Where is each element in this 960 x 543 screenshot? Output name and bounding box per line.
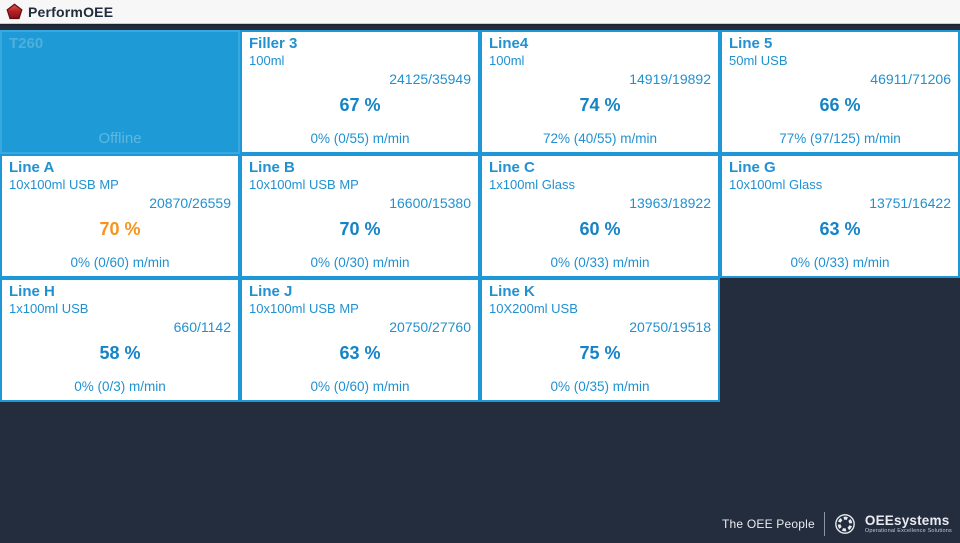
tile-name: Filler 3 (249, 35, 298, 52)
app-header: PerformOEE (0, 0, 960, 24)
tile[interactable]: Filler 3 100ml 24125/35949 67 % 0% (0/55… (240, 30, 480, 154)
tile-counts: 660/1142 (173, 319, 231, 335)
tile-name: Line C (489, 159, 535, 176)
tile-product: 10x100ml USB MP (249, 301, 359, 316)
tile-counts: 24125/35949 (389, 71, 471, 87)
dashboard-grid: T260 Offline Filler 3 100ml 24125/35949 … (0, 30, 960, 402)
tile-product: 1x100ml Glass (489, 177, 575, 192)
tile-speed: 0% (0/3) m/min (74, 379, 166, 394)
tile-oee-percent: 74 % (579, 95, 621, 115)
tile-product: 1x100ml USB (9, 301, 89, 316)
tile-oee-percent: 60 % (579, 219, 621, 239)
tile-name: Line4 (489, 35, 529, 52)
tile-counts: 14919/19892 (629, 71, 711, 87)
tile[interactable]: Line J 10x100ml USB MP 20750/27760 63 % … (240, 278, 480, 402)
tile-product: 100ml (249, 53, 285, 68)
tile-oee-percent: 58 % (99, 343, 141, 363)
tile-oee-percent: 63 % (819, 219, 861, 239)
tile-speed: 0% (0/55) m/min (310, 131, 410, 146)
tile-speed: 0% (0/60) m/min (310, 379, 410, 394)
tile-oee-percent: 70 % (339, 219, 381, 239)
tile[interactable]: Line C 1x100ml Glass 13963/18922 60 % 0%… (480, 154, 720, 278)
tile[interactable]: Line4 100ml 14919/19892 74 % 72% (40/55)… (480, 30, 720, 154)
oeesystems-tagline: Operational Excellence Solutions (864, 528, 952, 534)
oeesystems-gear-icon (834, 513, 856, 535)
app-title: PerformOEE (28, 3, 114, 20)
oeesystems-wordmark: OEEsystems Operational Excellence Soluti… (864, 512, 952, 535)
tile-footer: 77% (97/125) m/min (729, 131, 951, 147)
tile-counts: 20750/19518 (629, 319, 711, 335)
tile-counts: 13963/18922 (629, 195, 711, 211)
tile-product: 10x100ml USB MP (249, 177, 359, 192)
tile-name: Line B (249, 159, 295, 176)
tile[interactable]: T260 Offline (0, 30, 240, 154)
tile-product: 10X200ml USB (489, 301, 578, 316)
tile-footer: 72% (40/55) m/min (489, 131, 711, 147)
tile-product: 100ml (489, 53, 525, 68)
tile-counts: 46911/71206 (870, 71, 951, 87)
tile-footer: 0% (0/60) m/min (9, 255, 231, 271)
tile-counts: 20750/27760 (389, 319, 471, 335)
tile-name: T260 (9, 35, 44, 52)
tile-counts: 20870/26559 (149, 195, 231, 211)
tile-footer: 0% (0/30) m/min (249, 255, 471, 271)
tile-footer: 0% (0/3) m/min (9, 379, 231, 395)
tile-oee-percent: 67 % (339, 95, 381, 115)
tile-footer: 0% (0/33) m/min (489, 255, 711, 271)
tile-name: Line K (489, 283, 535, 300)
tile-name: Line J (249, 283, 293, 300)
tile-speed: 0% (0/30) m/min (310, 255, 410, 270)
tile-name: Line G (729, 159, 776, 176)
tile-name: Line 5 (729, 35, 773, 52)
tile-footer: Offline (9, 131, 231, 147)
tile-footer: 0% (0/60) m/min (249, 379, 471, 395)
tile[interactable]: Line K 10X200ml USB 20750/19518 75 % 0% … (480, 278, 720, 402)
tile-counts: 13751/16422 (869, 195, 951, 211)
tile[interactable]: Line B 10x100ml USB MP 16600/15380 70 % … (240, 154, 480, 278)
footer-brand: The OEE People OEEsystems Operational Ex… (722, 512, 952, 536)
tile-oee-percent: 66 % (819, 95, 861, 115)
tile-product: 10x100ml USB MP (9, 177, 119, 192)
tile[interactable]: Line G 10x100ml Glass 13751/16422 63 % 0… (720, 154, 960, 278)
performoee-pentagon-icon (6, 3, 23, 20)
tile[interactable]: Line A 10x100ml USB MP 20870/26559 70 % … (0, 154, 240, 278)
tile[interactable]: Line H 1x100ml USB 660/1142 58 % 0% (0/3… (0, 278, 240, 402)
tile-name: Line A (9, 159, 55, 176)
tile-speed: 77% (97/125) m/min (779, 131, 901, 146)
tile-oee-percent: 63 % (339, 343, 381, 363)
footer-divider (823, 512, 825, 536)
tile-speed: 0% (0/33) m/min (790, 255, 890, 270)
tile-speed: 72% (40/55) m/min (542, 131, 658, 146)
tile-product: 50ml USB (729, 53, 788, 68)
tile-footer: 0% (0/33) m/min (729, 255, 951, 271)
tile[interactable]: Line 5 50ml USB 46911/71206 66 % 77% (97… (720, 30, 960, 154)
tile-status: Offline (98, 130, 142, 147)
tile-oee-percent: 70 % (99, 219, 141, 239)
tile-speed: 0% (0/60) m/min (70, 255, 170, 270)
tile-speed: 0% (0/35) m/min (550, 379, 650, 394)
oeesystems-brand-text: OEEsystems (864, 512, 950, 528)
oee-people-text: The OEE People (722, 517, 815, 531)
tile-product: 10x100ml Glass (729, 177, 823, 192)
tile-counts: 16600/15380 (389, 195, 471, 211)
tile-footer: 0% (0/55) m/min (249, 131, 471, 147)
tile-footer: 0% (0/35) m/min (489, 379, 711, 395)
tile-oee-percent: 75 % (579, 343, 621, 363)
tile-speed: 0% (0/33) m/min (550, 255, 650, 270)
tile-name: Line H (9, 283, 55, 300)
